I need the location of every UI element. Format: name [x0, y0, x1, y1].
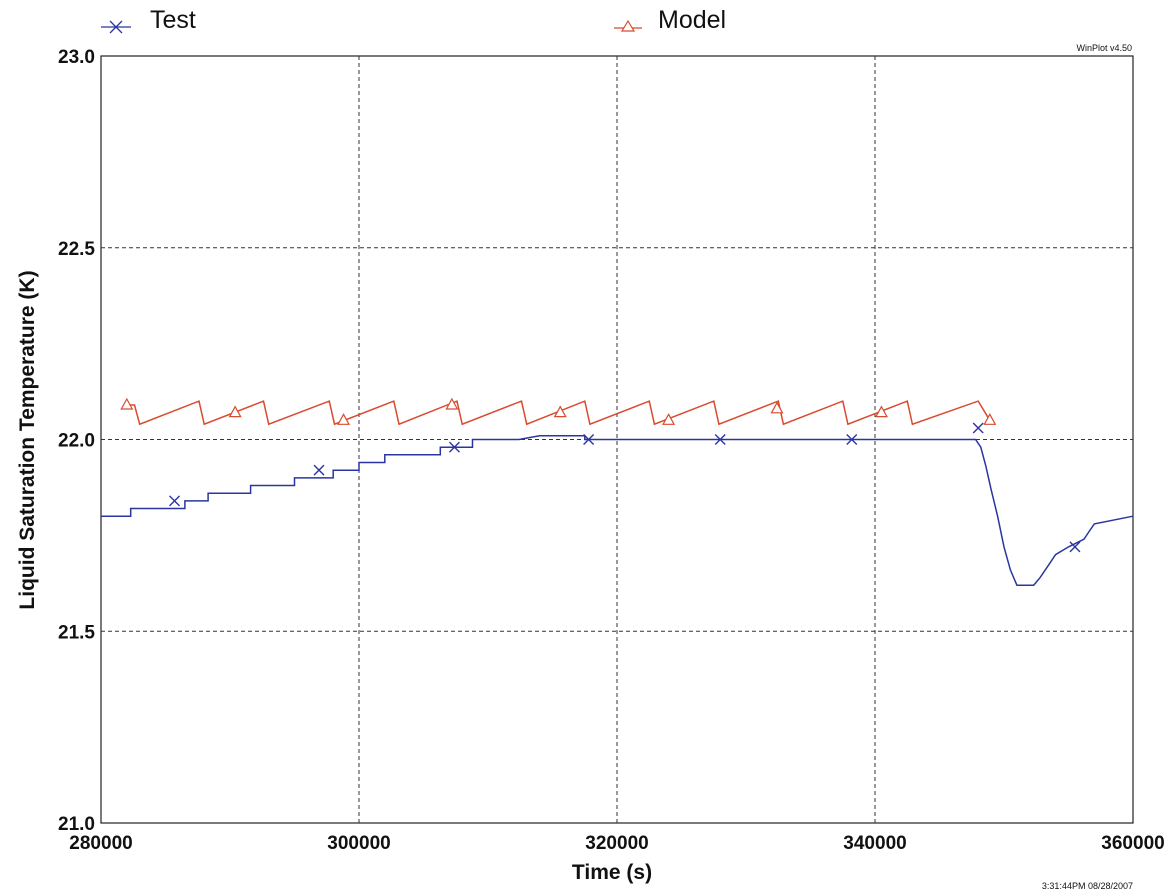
legend-test-marker-icon — [109, 20, 123, 34]
data-point-test — [583, 434, 595, 445]
data-point-model — [228, 405, 242, 418]
grid-lines — [101, 56, 1133, 823]
data-point-model — [445, 397, 459, 410]
data-point-model — [983, 413, 997, 425]
series-layer — [101, 400, 1134, 586]
y-tick-label: 22.0 — [58, 431, 95, 452]
data-point-test — [846, 434, 858, 445]
legend-model-label: Model — [658, 6, 726, 34]
data-point-model — [874, 405, 888, 418]
x-tick-label: 320000 — [585, 833, 648, 854]
x-tick-label: 300000 — [327, 833, 390, 854]
legend-test-label: Test — [150, 6, 196, 34]
markers-layer — [120, 397, 1081, 553]
y-tick-label: 22.5 — [58, 239, 95, 260]
x-tick-label: 360000 — [1101, 833, 1164, 854]
data-point-test — [972, 422, 984, 434]
watermark: WinPlot v4.50 — [1076, 43, 1132, 53]
data-point-test — [169, 495, 181, 507]
x-tick-label: 340000 — [843, 833, 906, 854]
data-point-model — [337, 413, 351, 425]
x-axis-title: Time (s) — [572, 861, 652, 884]
data-point-test — [313, 464, 325, 476]
data-point-test — [448, 441, 460, 453]
x-tick-label: 280000 — [69, 833, 132, 854]
data-point-model — [553, 405, 567, 418]
legend-model-marker-icon — [620, 19, 636, 32]
y-tick-label: 21.0 — [58, 814, 95, 835]
data-point-model — [770, 401, 784, 414]
timestamp: 3:31:44PM 08/28/2007 — [1042, 881, 1133, 891]
series-line-model — [126, 400, 991, 426]
series-line-test — [101, 434, 1134, 586]
y-tick-label: 23.0 — [58, 47, 95, 68]
y-tick-label: 21.5 — [58, 622, 95, 643]
legend: Test Model — [101, 6, 726, 34]
data-point-test — [1069, 541, 1081, 553]
data-point-model — [662, 413, 676, 425]
data-point-model — [120, 397, 134, 410]
data-point-test — [714, 434, 726, 445]
y-axis-title: Liquid Saturation Temperature (K) — [16, 270, 39, 609]
tick-labels: 280000 300000 320000 340000 360000 21.0 21.5 22… — [58, 47, 1165, 854]
